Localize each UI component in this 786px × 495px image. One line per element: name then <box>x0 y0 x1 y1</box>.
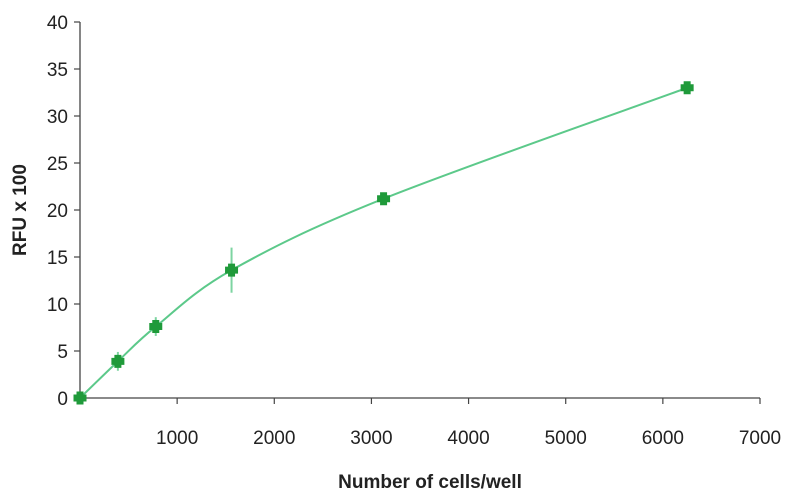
series-line <box>79 86 688 399</box>
y-axis-label: RFU x 100 <box>10 164 31 256</box>
y-tick-label: 0 <box>57 389 68 410</box>
x-axis-ticks: 1000 2000 3000 4000 5000 6000 7000 <box>156 398 781 449</box>
y-tick-label: 20 <box>47 201 68 222</box>
y-tick-label: 15 <box>47 248 68 269</box>
y-tick-label: 25 <box>47 154 68 175</box>
data-point <box>111 354 125 368</box>
x-axis-label: Number of cells/well <box>338 472 522 493</box>
data-point <box>377 192 391 206</box>
x-tick-label: 6000 <box>642 428 684 449</box>
x-tick-label: 4000 <box>447 428 489 449</box>
data-point <box>149 320 163 334</box>
y-tick-label: 35 <box>47 60 68 81</box>
data-point <box>680 81 694 95</box>
y-tick-label: 10 <box>47 295 68 316</box>
y-tick-label: 40 <box>47 13 68 34</box>
y-axis-ticks: 0 5 10 15 20 25 30 35 40 <box>47 13 80 410</box>
y-tick-label: 30 <box>47 107 68 128</box>
x-tick-label: 7000 <box>739 428 781 449</box>
plot-area: 0 5 10 15 20 25 30 35 40 1000 2000 3000 4000 5000 600… <box>47 13 781 449</box>
series-layer <box>73 81 694 405</box>
x-tick-label: 1000 <box>156 428 198 449</box>
y-tick-label: 5 <box>57 342 68 363</box>
data-point <box>73 391 87 405</box>
data-point <box>225 263 239 277</box>
x-tick-label: 3000 <box>350 428 392 449</box>
x-tick-label: 2000 <box>253 428 295 449</box>
x-tick-label: 5000 <box>545 428 587 449</box>
